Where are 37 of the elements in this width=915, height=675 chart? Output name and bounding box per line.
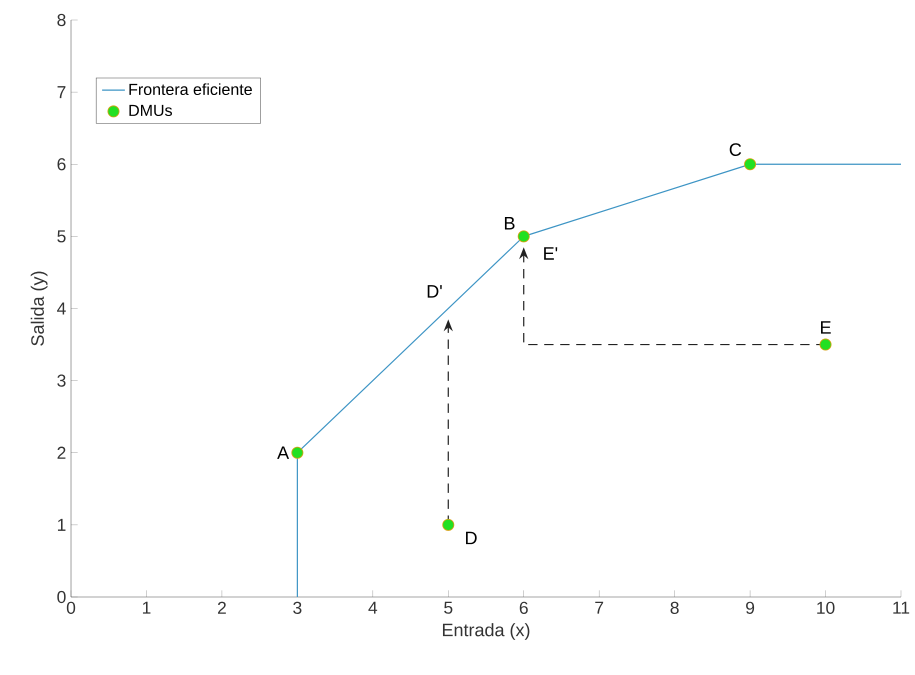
point <box>518 230 530 242</box>
x-tick-label: 10 <box>817 602 835 614</box>
annotation: B <box>504 217 515 230</box>
y-tick-label: 8 <box>57 14 66 26</box>
y-tick-label: 6 <box>58 158 66 170</box>
annotation: D <box>466 532 477 544</box>
y-tick-label: 7 <box>58 86 66 98</box>
point <box>820 338 832 351</box>
x-tick-label: 0 <box>66 602 76 614</box>
annotation: E' <box>544 247 558 260</box>
x-tick-label: 4 <box>368 602 378 614</box>
annotation: A <box>277 446 290 459</box>
y-axis-title: Salida (y) <box>30 272 48 346</box>
y-tick-label: 5 <box>57 230 66 242</box>
x-axis-title: Entrada (x) <box>442 623 530 640</box>
x-tick-label: 2 <box>218 602 226 614</box>
legend-label: Frontera eficiente <box>129 83 252 96</box>
y-tick-label: 1 <box>58 518 66 531</box>
x-tick-label: 11 <box>893 602 910 614</box>
x-tick-label: 3 <box>293 602 302 614</box>
point <box>442 518 454 531</box>
point <box>744 158 756 170</box>
y-tick-label: 4 <box>57 302 66 314</box>
y-tick-label: 2 <box>58 446 66 459</box>
annotation: C <box>730 143 742 156</box>
x-tick-label: 5 <box>444 602 452 614</box>
x-tick-label: 8 <box>670 602 679 614</box>
annotation: D' <box>428 285 442 298</box>
point <box>291 446 304 459</box>
x-tick-label: 1 <box>142 602 150 614</box>
x-tick-label: 7 <box>595 602 604 614</box>
x-tick-label: 6 <box>520 602 528 614</box>
x-tick-label: 9 <box>746 602 754 614</box>
annotation: E <box>821 321 831 334</box>
y-tick-label: 0 <box>57 590 66 604</box>
y-tick-label: 3 <box>57 374 66 387</box>
legend-label: DMUs <box>129 104 172 116</box>
